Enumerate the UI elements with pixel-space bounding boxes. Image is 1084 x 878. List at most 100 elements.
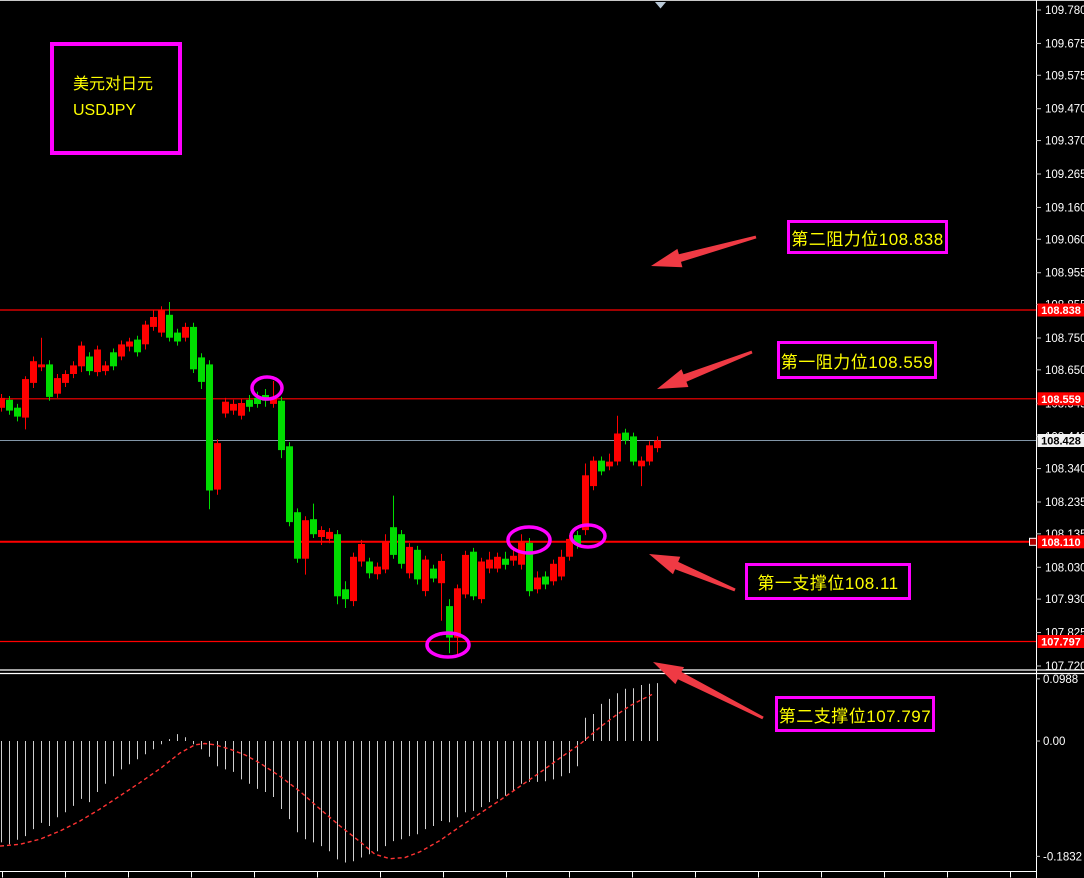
candle-body: [422, 559, 429, 592]
candle-body: [622, 432, 629, 441]
candle-body: [14, 407, 21, 417]
candle-body: [254, 397, 261, 404]
candle-body: [358, 544, 365, 562]
annotation-arrow[interactable]: [649, 554, 736, 592]
axis-price-label: 108.750: [1045, 333, 1084, 345]
candle-body: [614, 433, 621, 462]
annotation-box-support2[interactable]: 第二支撑位107.797: [775, 696, 935, 732]
candle-body: [222, 401, 229, 414]
level-price-badge: [1037, 635, 1084, 648]
axis-price-label: 109.060: [1045, 234, 1084, 246]
candle-body: [318, 530, 325, 537]
level-price-badge-text: 108.838: [1041, 305, 1081, 317]
axis-price-label: 0.00: [1043, 736, 1065, 748]
candle-body: [94, 349, 101, 373]
candle-body: [566, 538, 573, 557]
candle-body: [646, 445, 653, 462]
candle-body: [38, 364, 45, 368]
candle-body: [542, 576, 549, 585]
candle-body: [630, 436, 637, 462]
signal-line: [0, 693, 653, 860]
candle-body: [230, 403, 237, 411]
annotation-arrow[interactable]: [653, 662, 764, 720]
candle-body: [582, 475, 589, 531]
candle-body: [534, 577, 541, 590]
candle-body: [510, 555, 517, 561]
annotation-arrow[interactable]: [657, 350, 753, 389]
current-price-badge-text: 108.428: [1041, 436, 1081, 448]
candle-body: [342, 589, 349, 600]
highlight-ellipse[interactable]: [569, 523, 607, 549]
candle-body: [70, 365, 77, 374]
annotation-box-resistance1[interactable]: 第一阻力位108.559: [777, 341, 937, 379]
candle-body: [654, 440, 661, 449]
candle-body: [166, 314, 173, 338]
level-price-badge-text: 108.559: [1041, 394, 1081, 406]
candle-body: [286, 446, 293, 523]
highlight-ellipse[interactable]: [425, 631, 471, 659]
axis-price-label: 108.235: [1045, 497, 1084, 509]
axis-price-label: 109.780: [1045, 5, 1084, 17]
level-price-badge: [1037, 303, 1084, 317]
candle-body: [54, 378, 61, 394]
candle-body: [486, 559, 493, 569]
candle-body: [470, 551, 477, 597]
scroll-to-end-marker[interactable]: [655, 2, 666, 9]
candle-body: [110, 352, 117, 367]
candle-body: [310, 519, 317, 535]
symbol-title-en: USDJPY: [73, 102, 137, 119]
candle-body: [0, 397, 5, 408]
candle-body: [606, 461, 613, 467]
candle-body: [62, 374, 69, 383]
axis-price-label: 109.370: [1045, 136, 1084, 148]
candle-body: [102, 365, 109, 372]
axis-price-label: 107.930: [1045, 594, 1084, 606]
candle-body: [190, 326, 197, 370]
highlight-ellipse[interactable]: [250, 375, 284, 401]
candle-body: [462, 554, 469, 595]
axis-price-label: 109.160: [1045, 202, 1084, 214]
candle-body: [382, 541, 389, 570]
annotation-label-resistance1: 第一阻力位108.559: [780, 352, 934, 372]
level-price-badge: [1037, 535, 1084, 549]
candle-body: [134, 339, 141, 353]
annotation-box-support1[interactable]: 第一支撑位108.11: [745, 563, 911, 600]
highlight-ellipse[interactable]: [506, 525, 552, 555]
candle-body: [526, 542, 533, 592]
candle-body: [366, 561, 373, 574]
axis-price-label: -0.1832: [1043, 851, 1082, 863]
candle-body: [326, 531, 333, 539]
candle-body: [214, 443, 221, 490]
candle-body: [78, 345, 85, 367]
candle-body: [86, 356, 93, 372]
axis-price-label: 108.650: [1045, 365, 1084, 377]
axis-price-label: 108.030: [1045, 562, 1084, 574]
axis-price-label: 108.340: [1045, 464, 1084, 476]
annotation-box-resistance2[interactable]: 第二阻力位108.838: [787, 220, 948, 254]
annotation-arrow[interactable]: [651, 235, 757, 268]
level-price-badge: [1037, 392, 1084, 406]
candle-body: [198, 357, 205, 382]
candle-body: [494, 556, 501, 569]
candle-body: [350, 556, 357, 602]
level-price-badge-text: 107.797: [1041, 636, 1081, 648]
candle-body: [6, 399, 13, 411]
candle-body: [438, 560, 445, 584]
candle-body: [374, 566, 381, 575]
symbol-title-box[interactable]: 美元对日元 USDJPY: [50, 42, 182, 155]
candle-body: [406, 546, 413, 574]
candle-body: [158, 310, 165, 333]
candle-body: [558, 556, 565, 577]
axis-price-label: 0.0988: [1043, 674, 1078, 686]
candle-body: [430, 568, 437, 579]
candle-body: [206, 364, 213, 491]
candle-body: [590, 460, 597, 487]
candle-body: [550, 563, 557, 582]
line-drag-handle[interactable]: [1029, 537, 1037, 546]
current-price-badge: [1037, 434, 1084, 447]
candle-body: [30, 361, 37, 383]
axis-price-label: 109.575: [1045, 70, 1084, 82]
candle-body: [126, 341, 133, 347]
